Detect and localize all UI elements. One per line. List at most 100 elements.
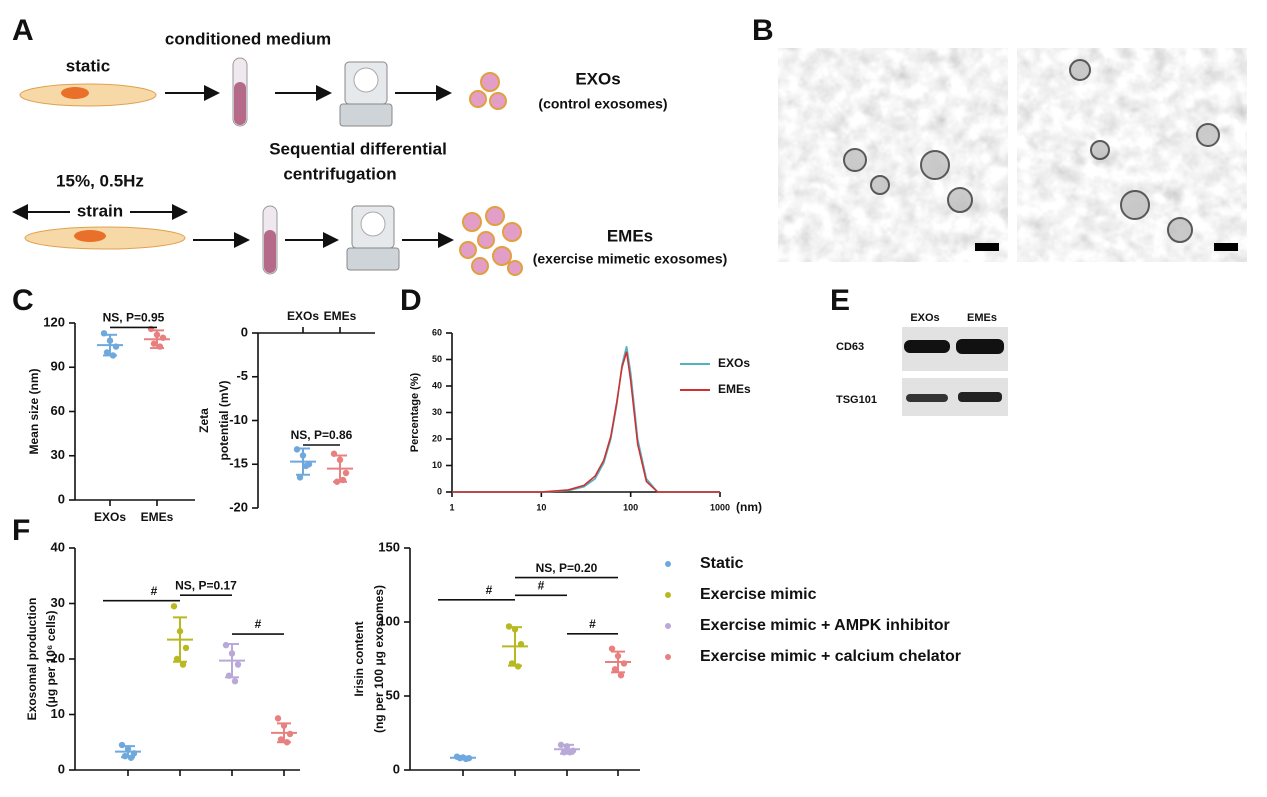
data-point	[222, 641, 230, 649]
data-point	[611, 666, 619, 673]
nucleus	[74, 230, 106, 242]
panel-label: F	[12, 514, 30, 547]
data-point	[103, 349, 111, 356]
y-tick-label: 0	[437, 486, 442, 496]
x-axis-label: (nm)	[736, 500, 762, 514]
y-tick-label: 100	[378, 613, 400, 628]
label: EMEs	[607, 226, 653, 245]
x-tick-label: 1000	[710, 502, 730, 512]
data-point	[302, 462, 310, 470]
y-tick-label: 90	[51, 359, 65, 374]
label: strain	[77, 201, 123, 220]
y-tick-label: 50	[386, 687, 400, 702]
y-axis-label: Mean size (nm)	[27, 368, 41, 454]
lane-label: EXOs	[910, 312, 939, 324]
data-point	[277, 736, 285, 743]
legend-marker	[665, 654, 671, 660]
line-series	[452, 351, 720, 493]
y-tick-label: 120	[43, 314, 65, 329]
y-tick-label: 20	[432, 433, 442, 443]
data-point	[342, 469, 350, 477]
row-label: CD63	[836, 341, 864, 353]
annotation: #	[589, 617, 596, 631]
y-axis-label: Zeta	[197, 408, 211, 433]
annotation: NS, P=0.20	[536, 561, 598, 575]
y-tick-label: 150	[378, 539, 400, 554]
panel-label: A	[12, 14, 34, 47]
y-tick-label: 40	[432, 380, 442, 390]
y-tick-label: 40	[51, 539, 65, 554]
panel-label: B	[752, 14, 774, 47]
label: Sequential differential	[269, 139, 447, 158]
tem-image	[778, 48, 1008, 262]
data-point	[231, 678, 239, 685]
y-axis-label: Percentage (%)	[409, 372, 421, 452]
annotation: NS, P=0.86	[291, 428, 353, 442]
data-point	[617, 672, 625, 679]
label: (control exosomes)	[538, 96, 667, 112]
annotation: NS, P=0.17	[175, 578, 237, 592]
y-tick-label: 10	[51, 706, 65, 721]
y-tick-label: 30	[432, 407, 442, 417]
y-tick-label: 0	[58, 761, 65, 776]
y-axis-label: Irisin content	[352, 621, 366, 696]
western-blot: EXOs EMEs CD63 TSG101	[836, 312, 1008, 416]
band	[958, 392, 1002, 402]
row-label: TSG101	[836, 394, 877, 406]
y-axis-label: (ng per 100 μg exosomes)	[372, 585, 386, 733]
lane-label: EMEs	[967, 312, 997, 324]
x-tick-label: 10	[536, 502, 546, 512]
data-point	[179, 661, 187, 668]
y-tick-label: 0	[58, 491, 65, 506]
y-tick-label: -5	[236, 368, 248, 383]
label: EXOs	[575, 69, 620, 88]
data-point	[182, 644, 190, 652]
medium	[234, 82, 246, 125]
data-point	[150, 340, 158, 347]
line-series	[452, 346, 720, 493]
vesicles	[843, 59, 1220, 243]
scale-bar	[975, 243, 999, 251]
centrifuge-lid	[360, 211, 386, 237]
panel-label: C	[12, 284, 34, 317]
annotation: NS, P=0.95	[103, 311, 165, 325]
legend-label: Exercise mimic + calcium chelator	[700, 648, 961, 665]
legend-marker	[665, 561, 671, 567]
centrifuge-base	[346, 247, 400, 271]
y-tick-label: 0	[393, 761, 400, 776]
centrifuge-base	[339, 103, 393, 127]
legend-label: Exercise mimic + AMPK inhibitor	[700, 617, 950, 634]
x-tick-label: EXOs	[287, 309, 319, 323]
band	[956, 339, 1004, 354]
y-axis-label: (μg per 10⁶ cells)	[44, 611, 58, 708]
schematic: static conditioned medium EXOs (control …	[12, 29, 728, 276]
legend-label: Static	[700, 555, 744, 572]
legend-marker	[665, 592, 671, 598]
micrographs	[778, 48, 1247, 262]
y-tick-label: 0	[241, 324, 248, 339]
label: centrifugation	[283, 164, 396, 183]
y-tick-label: 30	[51, 595, 65, 610]
y-tick-label: 60	[51, 403, 65, 418]
data-point	[608, 645, 616, 652]
data-point	[274, 715, 282, 722]
scale-bar	[1214, 243, 1238, 251]
legend-label: EXOs	[718, 356, 750, 370]
x-tick-label: EMEs	[141, 510, 174, 524]
annotation: #	[255, 617, 262, 631]
y-tick-label: -10	[229, 412, 248, 427]
label: (exercise mimetic exosomes)	[533, 251, 728, 267]
exosomes	[459, 206, 523, 276]
y-tick-label: -15	[229, 456, 248, 471]
legend-marker	[665, 623, 671, 629]
y-tick-label: 60	[432, 327, 442, 337]
tem-image	[1017, 48, 1247, 262]
y-tick-label: 50	[432, 354, 442, 364]
legend-label: Exercise mimic	[700, 586, 817, 603]
y-axis-label: potential (mV)	[217, 380, 231, 460]
exosomes	[469, 72, 507, 110]
panel-label: E	[830, 284, 850, 317]
data-point	[170, 603, 178, 610]
